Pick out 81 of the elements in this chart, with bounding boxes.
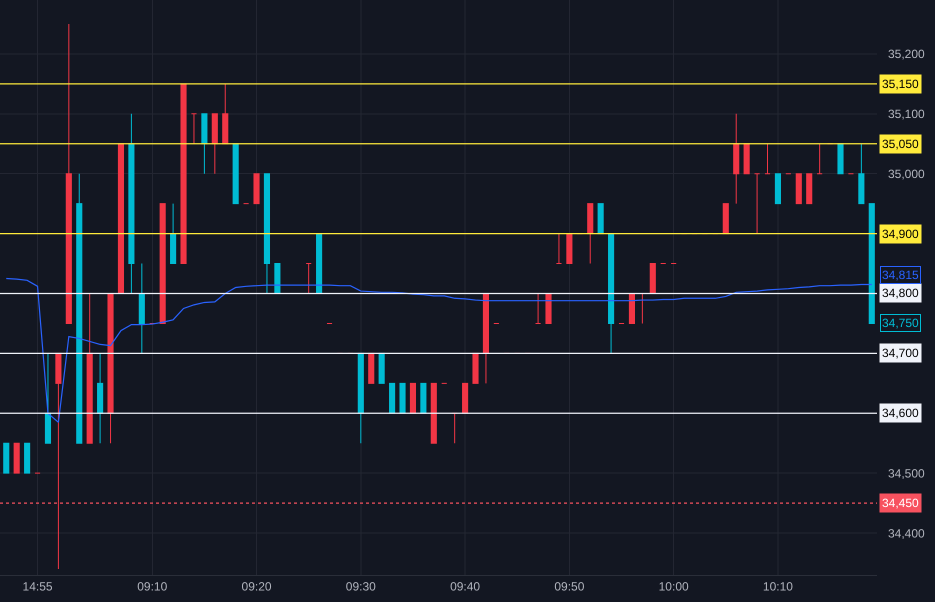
y-tick-label: 35,000 — [888, 166, 926, 181]
candlestick — [482, 292, 489, 384]
candlestick — [358, 352, 364, 444]
candlestick — [44, 352, 52, 444]
candlestick — [598, 203, 604, 234]
candlestick — [212, 113, 218, 174]
candlestick — [97, 352, 104, 444]
candlestick — [608, 233, 614, 354]
candlestick — [368, 352, 374, 384]
candlestick — [566, 233, 572, 264]
candlestick — [170, 203, 176, 264]
x-tick-label: 09:30 — [346, 579, 376, 594]
candlestick — [222, 83, 228, 144]
candlestick — [410, 382, 416, 414]
y-tick-label: 35,100 — [888, 107, 926, 121]
candlestick — [128, 113, 134, 294]
candlestick — [180, 83, 187, 264]
candlestick — [420, 382, 426, 414]
y-tick-label: 34,400 — [888, 526, 926, 540]
x-tick-label: 09:10 — [137, 579, 168, 594]
candlestick — [118, 143, 124, 294]
ref-line-label: 34,800 — [882, 286, 920, 300]
y-tick-label: 34,500 — [888, 466, 926, 480]
ref-line-label: 34,900 — [882, 227, 920, 241]
x-tick-label: 10:10 — [762, 579, 794, 594]
candlestick — [190, 113, 198, 144]
candlestick — [201, 113, 208, 174]
candlestick — [774, 173, 781, 204]
candlestick — [556, 233, 562, 264]
candlestick — [858, 143, 864, 204]
candlestick — [378, 352, 385, 384]
candlestick — [430, 382, 437, 444]
candlestick — [253, 173, 260, 204]
candlestick — [3, 442, 10, 474]
ref-line-label: 35,050 — [882, 137, 920, 151]
candlestick — [837, 143, 844, 174]
candlestick — [316, 233, 322, 294]
candlestick — [86, 292, 93, 444]
candlestick — [733, 113, 740, 204]
candlestick — [274, 263, 280, 294]
candlestick — [764, 143, 771, 174]
x-tick-label: 09:20 — [242, 579, 272, 594]
candlestick — [545, 292, 552, 324]
candlestick — [816, 143, 823, 174]
candlestick — [399, 382, 406, 414]
candlestick — [535, 292, 542, 324]
candlestick — [24, 442, 30, 474]
y-tick-label: 35,200 — [888, 47, 926, 62]
candlestick — [232, 143, 239, 204]
x-tick-label: 09:50 — [554, 579, 585, 594]
ref-line-label: 34,450 — [882, 496, 920, 510]
candlestick — [472, 352, 479, 384]
candlestick — [754, 173, 760, 234]
candlestick — [650, 263, 656, 294]
x-tick-label: 14:55 — [22, 579, 53, 594]
x-tick-label: 10:00 — [658, 579, 689, 594]
candlestick — [868, 203, 875, 324]
candlestick — [587, 203, 594, 264]
candlestick — [306, 263, 312, 294]
ref-line-label: 34,600 — [882, 406, 920, 420]
candlestick — [160, 203, 166, 324]
candlestick — [14, 442, 20, 474]
x-tick-label: 09:40 — [450, 579, 480, 594]
candlestick — [264, 173, 270, 294]
text: 34,750 — [882, 316, 920, 330]
candlestick — [628, 292, 635, 324]
candlestick — [796, 173, 802, 204]
candlestick — [66, 23, 72, 324]
candlestick — [389, 382, 396, 414]
candlestick — [806, 173, 812, 204]
candlestick — [744, 143, 750, 174]
candlestick — [462, 382, 468, 414]
candlestick — [55, 352, 62, 570]
ref-line-label: 34,700 — [882, 346, 920, 360]
candlestick — [138, 263, 145, 354]
candlestick — [76, 173, 82, 444]
text: 34,815 — [882, 268, 920, 282]
line-series — [6, 278, 872, 423]
candlestick — [722, 203, 729, 234]
ref-line-label: 35,150 — [882, 77, 920, 91]
candlestick — [107, 292, 114, 444]
